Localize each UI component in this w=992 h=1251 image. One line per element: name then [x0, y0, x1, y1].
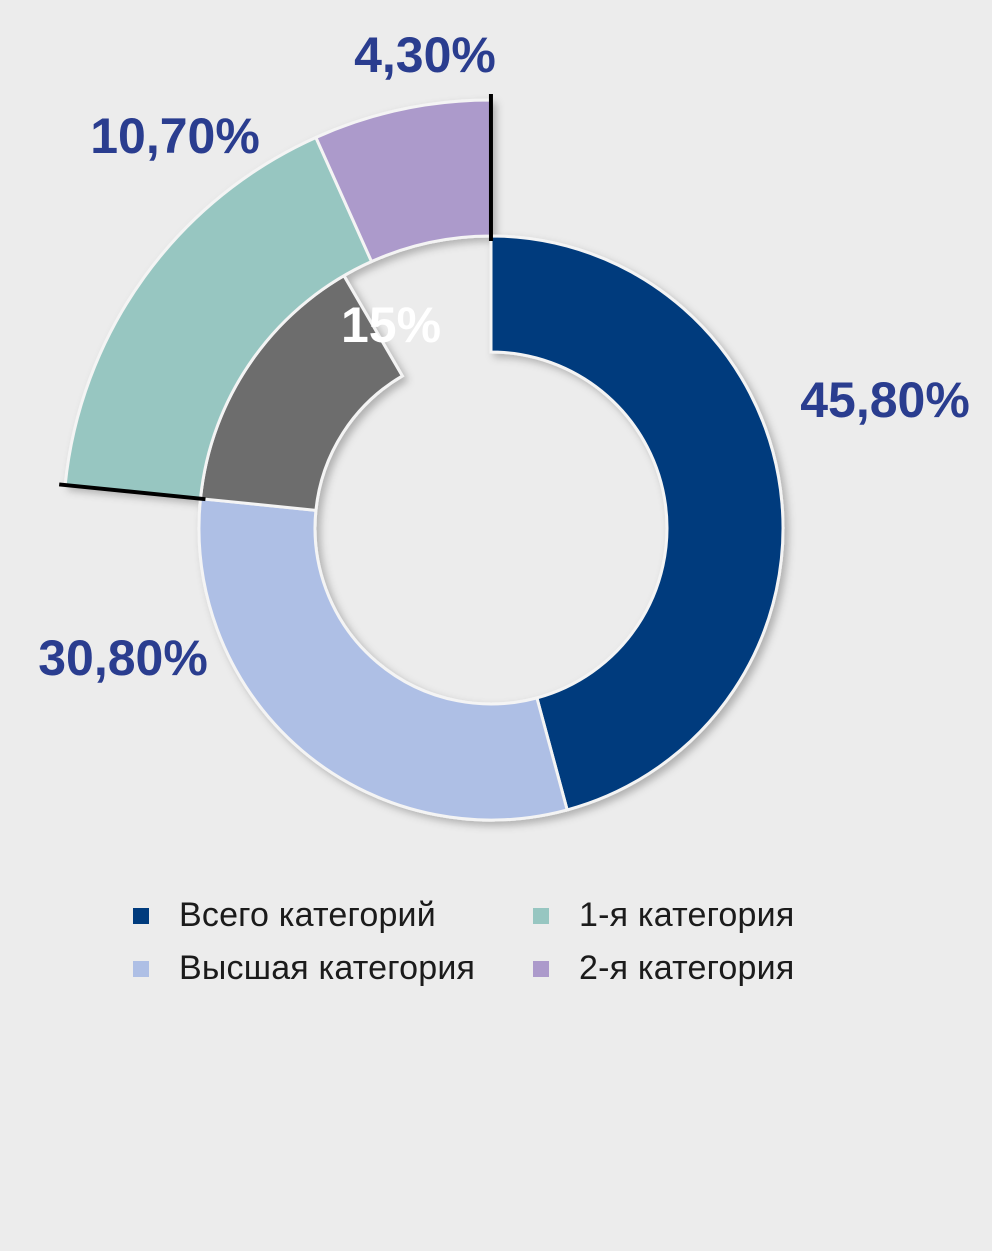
legend-label: 2-я категория [579, 949, 795, 987]
legend-swatch [133, 907, 149, 924]
slice-highest [197, 497, 570, 822]
label-total: 45,80% [800, 372, 970, 428]
chart-legend: Всего категорий 1-я категория Высшая кат… [133, 893, 893, 991]
label-first: 10,70% [90, 108, 260, 164]
legend-swatch [533, 907, 549, 924]
label-other: 15% [341, 297, 441, 353]
legend-item: Всего категорий [133, 893, 533, 938]
legend-swatch [533, 960, 549, 977]
legend-item: 1-я категория [533, 893, 893, 938]
slice-total [489, 234, 785, 812]
label-second: 4,30% [354, 27, 496, 83]
breakout-edge-line-left [58, 482, 206, 502]
legend-label: 1-я категория [579, 896, 795, 934]
label-highest: 30,80% [38, 630, 208, 686]
breakout-first [63, 135, 374, 501]
legend-item: 2-я категория [533, 946, 893, 991]
legend-item: Высшая категория [133, 946, 533, 991]
legend-label: Всего категорий [179, 896, 436, 934]
legend-swatch [133, 960, 149, 977]
legend-label: Высшая категория [179, 949, 476, 987]
donut-chart: 45,80% 30,80% 15% 10,70% 4,30% [38, 27, 970, 822]
